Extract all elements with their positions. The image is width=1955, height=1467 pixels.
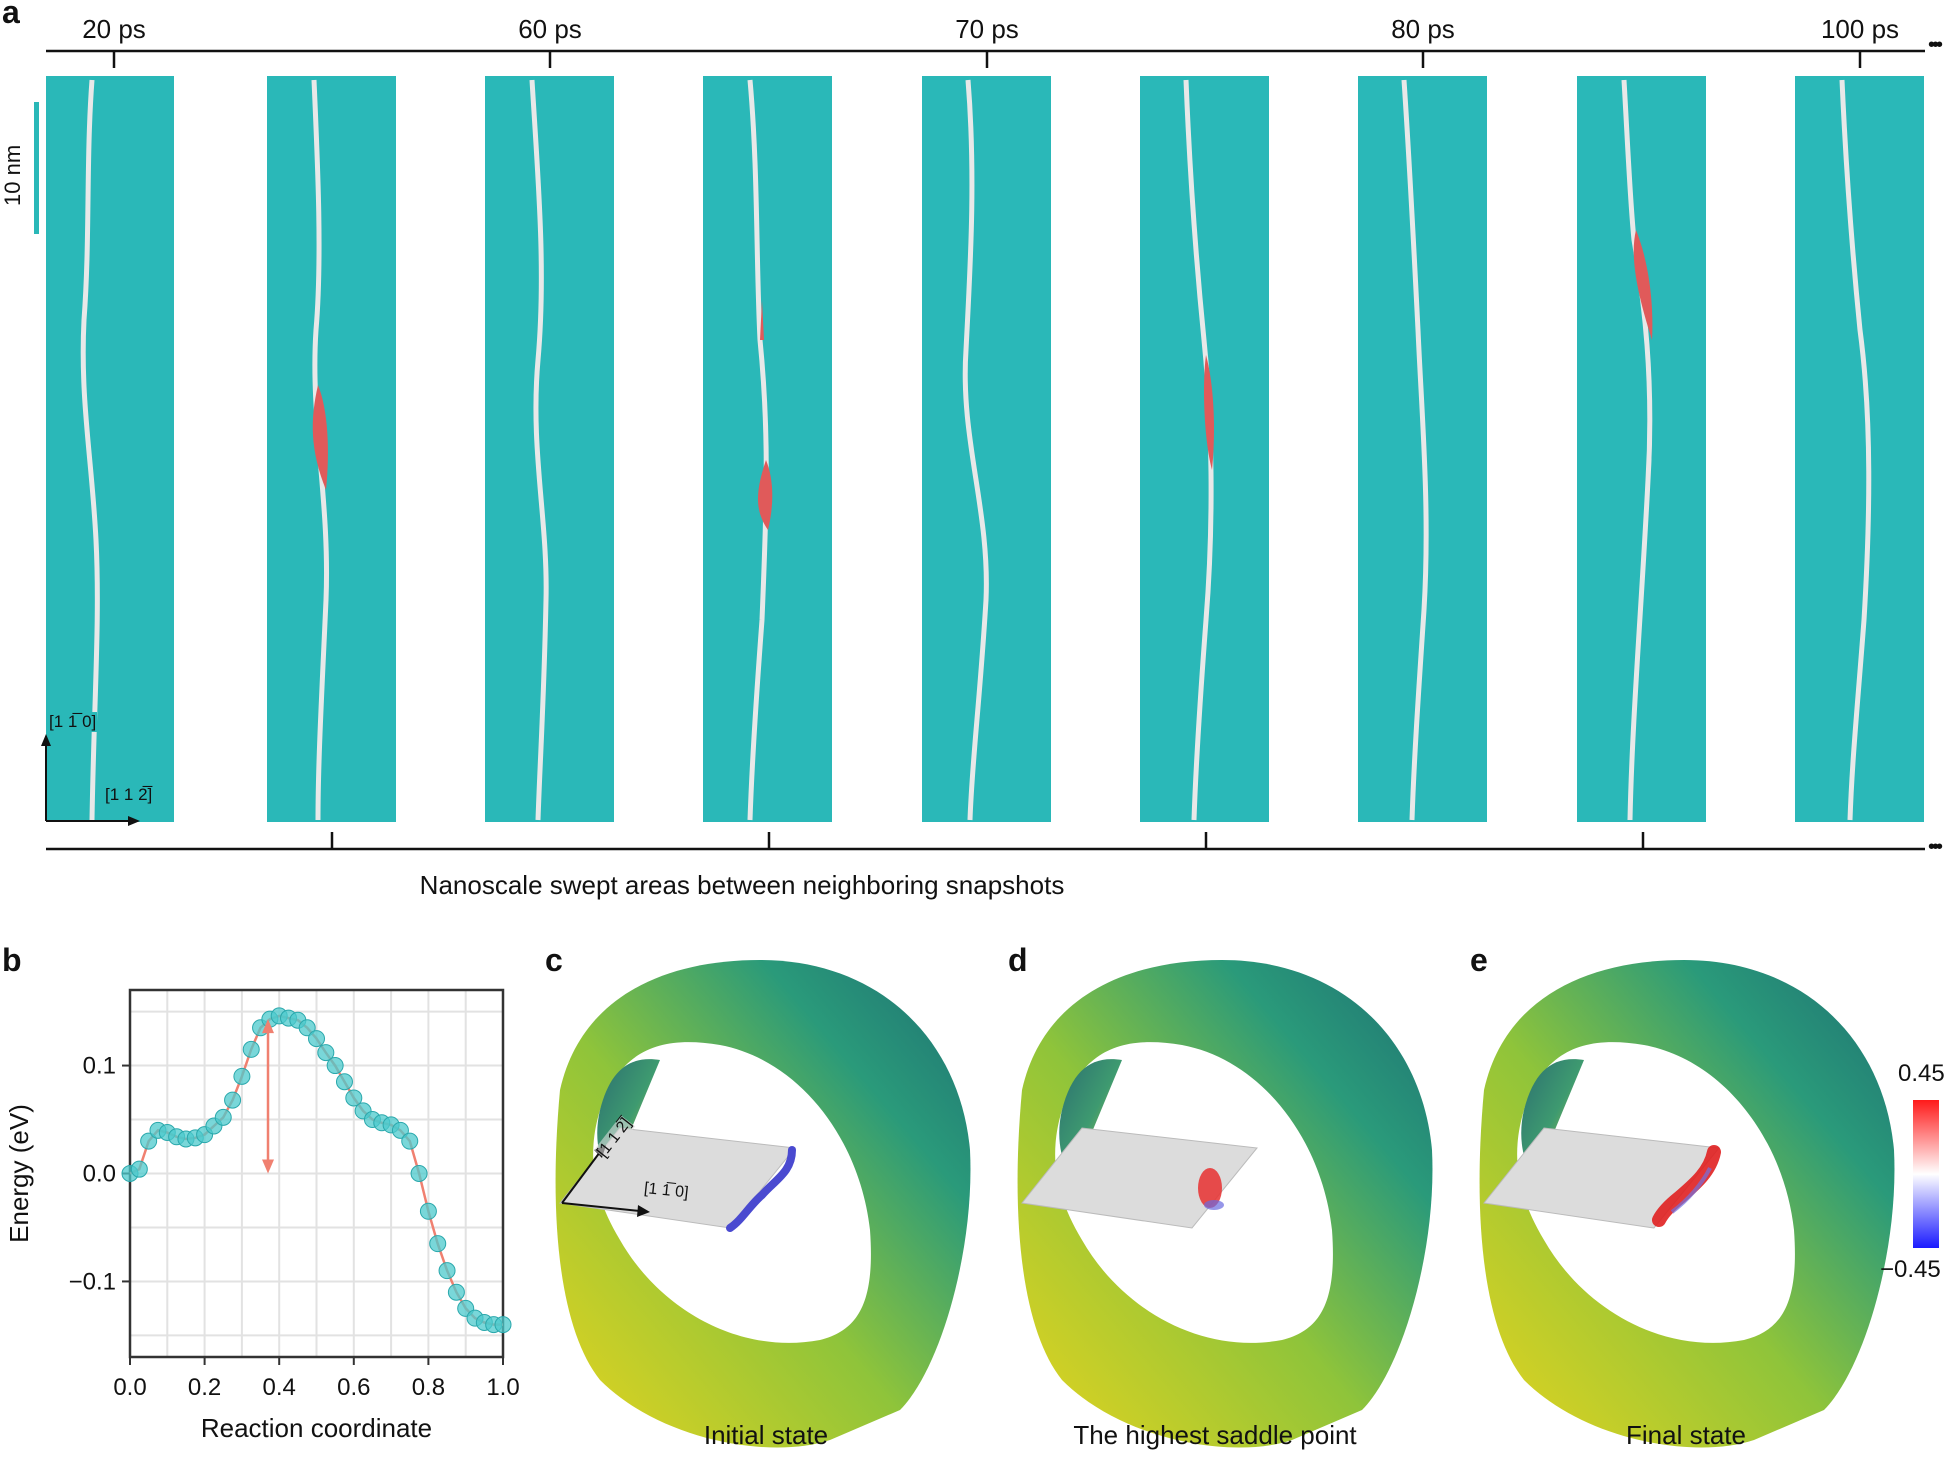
snapshot-2	[267, 76, 396, 822]
data-point	[317, 1044, 335, 1062]
data-point	[233, 1067, 251, 1085]
swept-area	[758, 460, 773, 530]
y-tick-label: −0.1	[69, 1268, 116, 1295]
snapshot-5	[922, 76, 1051, 822]
swept-area	[1633, 230, 1653, 340]
swept-area	[312, 385, 328, 490]
data-point	[224, 1091, 242, 1109]
time-label-100ps: 100 ps	[1820, 14, 1900, 44]
x-tick-label: 0.4	[263, 1374, 296, 1401]
data-point	[335, 1073, 353, 1091]
swept-area	[760, 300, 764, 340]
x-tick-label: 1.0	[486, 1374, 519, 1401]
panel-d-caption: The highest saddle point	[1073, 1420, 1357, 1450]
data-point	[494, 1316, 512, 1334]
data-point	[419, 1202, 437, 1220]
data-point	[438, 1262, 456, 1280]
y-tick-label: 0.0	[83, 1161, 116, 1188]
time-label-20ps: 20 ps	[82, 14, 146, 44]
time-label-60ps: 60 ps	[518, 14, 582, 44]
dislocation-line	[726, 1146, 796, 1232]
snapshot-9	[1795, 76, 1924, 822]
snapshot-3	[485, 76, 614, 822]
timeline-top-ellipsis: •••	[1928, 34, 1943, 56]
snapshot-8	[1577, 76, 1706, 822]
colorbar-max-label: 0.45	[1898, 1060, 1945, 1087]
swept-area	[1204, 355, 1214, 470]
data-point	[401, 1132, 419, 1150]
x-tick-label: 0.2	[188, 1374, 221, 1401]
x-tick-label: 0.6	[337, 1374, 370, 1401]
colorbar	[1913, 1100, 1939, 1248]
scale-bar	[34, 102, 39, 234]
data-point	[214, 1108, 232, 1126]
data-point	[410, 1165, 428, 1182]
data-point	[447, 1283, 465, 1301]
data-point	[308, 1030, 325, 1048]
timeline-bottom-ellipsis: •••	[1928, 836, 1943, 858]
colorbar-min-label: −0.45	[1880, 1256, 1941, 1283]
data-point	[242, 1040, 260, 1058]
snapshot-7	[1358, 76, 1487, 822]
slip-plane	[1021, 1127, 1258, 1229]
panel-c-caption: Initial state	[703, 1420, 829, 1450]
panel-e-caption: Final state	[1626, 1420, 1746, 1450]
x-tick-label: 0.0	[113, 1374, 146, 1401]
panel-e-letter: e	[1470, 942, 1488, 978]
barrier-arrow-head-top	[262, 1019, 275, 1034]
dir-label-vertical: [1 1̅ 0]	[48, 712, 98, 732]
snapshot-6	[1140, 76, 1269, 822]
data-point	[391, 1121, 409, 1139]
panel-a-caption: Nanoscale swept areas between neighborin…	[419, 870, 1065, 900]
x-axis-label: Reaction coordinate	[201, 1413, 432, 1443]
data-point	[298, 1019, 316, 1037]
y-tick-label: 0.1	[83, 1053, 116, 1080]
panel-a-letter: a	[2, 0, 20, 30]
data-point	[140, 1132, 158, 1150]
panel-c-structure	[555, 960, 971, 1448]
snapshot-4	[703, 76, 832, 822]
data-point	[345, 1089, 363, 1107]
panel-c-letter: c	[545, 942, 563, 978]
dir-label-horizontal: [1 1 2̅]	[104, 785, 154, 805]
snapshot-strip	[34, 49, 1925, 851]
final-red-region	[1652, 1145, 1721, 1227]
x-tick-label: 0.8	[412, 1374, 445, 1401]
panel-d-letter: d	[1008, 942, 1028, 978]
data-point	[429, 1235, 447, 1253]
final-blue-region	[1670, 1167, 1712, 1214]
barrier-arrow-head-bottom	[262, 1159, 275, 1174]
data-point	[326, 1057, 344, 1075]
time-label-80ps: 80 ps	[1391, 14, 1455, 44]
y-axis-label: Energy (eV)	[4, 1104, 34, 1243]
saddle-red-region	[1198, 1168, 1222, 1208]
panel-e-structure	[1479, 960, 1895, 1448]
time-label-70ps: 70 ps	[955, 14, 1019, 44]
panel-b-letter: b	[2, 942, 22, 978]
panel-d-structure	[1017, 960, 1433, 1448]
saddle-blue-region	[1204, 1200, 1224, 1210]
snapshot-1	[46, 76, 174, 822]
energy-chart: 0.0 0.2 0.4 0.6 0.8 1.0 −0.1 0.0 0.1 Reaction coo…	[4, 988, 520, 1443]
data-point	[130, 1160, 148, 1178]
